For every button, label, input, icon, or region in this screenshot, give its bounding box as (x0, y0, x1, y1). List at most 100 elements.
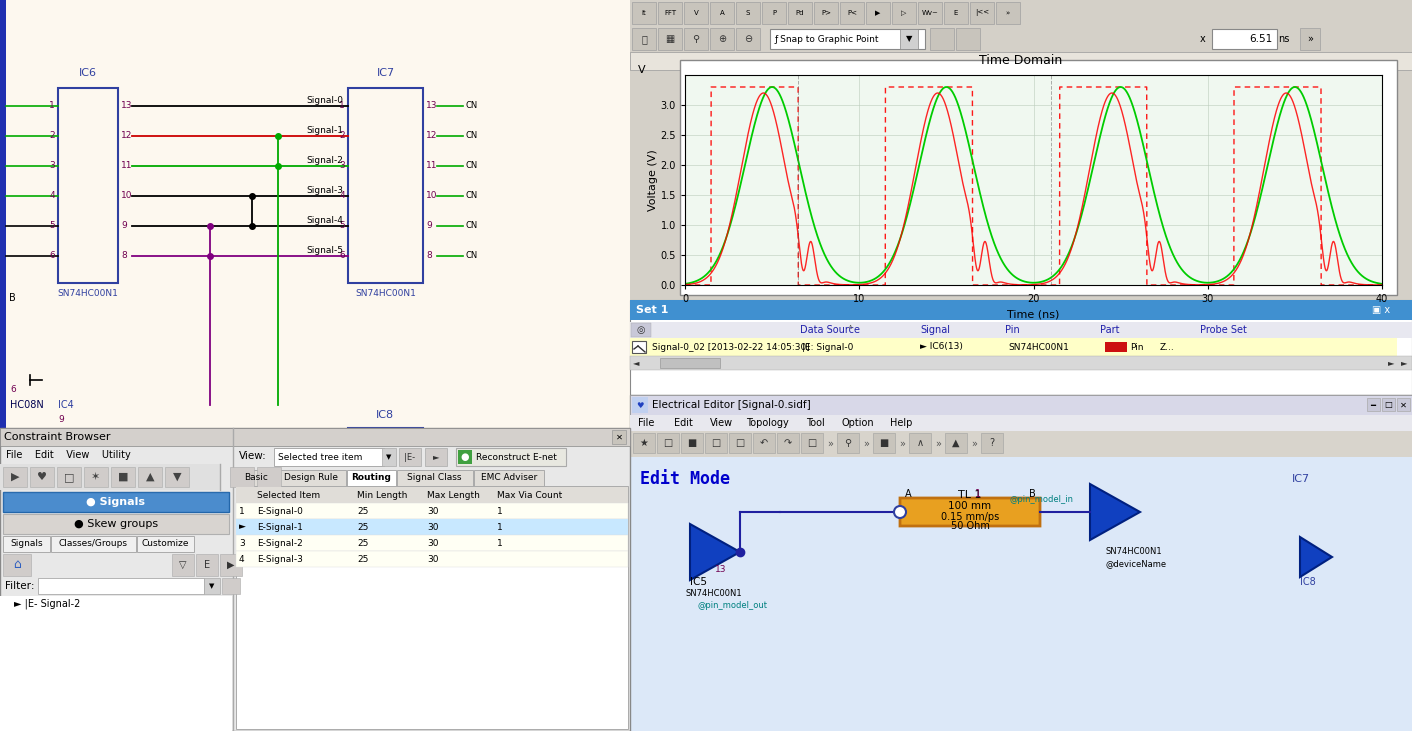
Text: Signal-5: Signal-5 (306, 246, 343, 255)
Text: Reconstruct E-net: Reconstruct E-net (476, 452, 556, 461)
Text: CN: CN (465, 132, 477, 140)
Text: 10: 10 (121, 192, 133, 200)
Bar (3, 511, 229, 512)
Text: 10: 10 (426, 192, 438, 200)
Text: □: □ (64, 472, 75, 482)
Text: A: A (720, 10, 724, 16)
Text: 1: 1 (239, 507, 244, 515)
Text: ■: ■ (688, 438, 696, 448)
Text: IC7: IC7 (1292, 474, 1310, 484)
Text: »: » (899, 439, 905, 449)
Text: ✶: ✶ (92, 472, 100, 482)
Text: @deviceName: @deviceName (1106, 559, 1166, 569)
Bar (840, 2, 864, 24)
Text: Constraint Browser: Constraint Browser (4, 432, 110, 442)
Bar (0, 596, 232, 731)
Bar (3, 554, 31, 576)
Text: Help: Help (890, 418, 912, 428)
Bar (236, 519, 628, 535)
Bar (138, 467, 162, 487)
Bar (681, 433, 703, 453)
Bar (1106, 342, 1127, 352)
Text: Signal Class: Signal Class (407, 474, 462, 482)
Bar (457, 450, 472, 464)
Bar (753, 433, 775, 453)
Text: 9: 9 (58, 415, 64, 425)
Text: CN: CN (465, 102, 477, 110)
Text: ♥: ♥ (37, 472, 47, 482)
Text: Routing: Routing (352, 474, 391, 482)
Bar (630, 356, 1412, 370)
Bar (236, 503, 628, 519)
Text: ✕: ✕ (616, 433, 623, 442)
Text: ∧: ∧ (847, 324, 853, 330)
Bar (397, 470, 473, 486)
Text: it: it (641, 10, 647, 16)
Bar (1396, 398, 1411, 411)
Text: Part: Part (1100, 325, 1120, 335)
Text: ↷: ↷ (784, 438, 792, 448)
Bar (172, 554, 193, 576)
Text: SN74HC00N1: SN74HC00N1 (1008, 343, 1069, 352)
Text: »: » (827, 439, 833, 449)
Bar (38, 578, 203, 594)
Bar (630, 300, 1412, 320)
Bar (347, 88, 424, 283)
Bar (236, 487, 628, 503)
Text: 5: 5 (339, 221, 345, 230)
Text: 6: 6 (49, 251, 55, 260)
Text: ▣ x: ▣ x (1372, 305, 1391, 315)
Text: IC8: IC8 (376, 410, 394, 420)
Text: 4: 4 (339, 192, 345, 200)
Text: 50 Ohm: 50 Ohm (950, 521, 990, 531)
Text: »: » (1005, 10, 1010, 16)
Bar (3, 492, 229, 493)
Bar (970, 2, 994, 24)
Bar (383, 448, 395, 466)
Bar (83, 467, 107, 487)
Text: Signal-2: Signal-2 (306, 156, 343, 165)
Text: IC7: IC7 (377, 68, 394, 78)
Text: 30: 30 (426, 555, 439, 564)
Y-axis label: Voltage (V): Voltage (V) (648, 149, 658, 211)
Text: □: □ (712, 438, 720, 448)
Text: Design Rule: Design Rule (284, 474, 337, 482)
Bar (0, 428, 630, 446)
Bar (630, 0, 1412, 26)
Text: ∧: ∧ (916, 438, 923, 448)
Text: □: □ (736, 438, 744, 448)
Bar (236, 519, 628, 535)
Bar (3, 510, 229, 511)
Bar (3, 514, 229, 534)
Text: 100 mm: 100 mm (949, 501, 991, 511)
Bar (400, 448, 421, 466)
Text: 25: 25 (357, 539, 369, 548)
Bar (633, 2, 657, 24)
Text: File    Edit    View    Utility: File Edit View Utility (6, 450, 131, 460)
Text: SN74HC00N1: SN74HC00N1 (1106, 548, 1162, 556)
Text: ► IC6(13): ► IC6(13) (921, 343, 963, 352)
Bar (473, 470, 544, 486)
Text: 8: 8 (426, 251, 432, 260)
Text: B: B (1028, 489, 1035, 499)
Text: 3: 3 (239, 539, 244, 548)
Text: File: File (638, 418, 654, 428)
Bar (30, 467, 54, 487)
Text: E-Signal-1: E-Signal-1 (257, 523, 304, 531)
Bar (633, 433, 655, 453)
Text: ƒ Snap to Graphic Point: ƒ Snap to Graphic Point (775, 34, 880, 44)
Text: Tool: Tool (806, 418, 825, 428)
Text: Probe Set: Probe Set (1200, 325, 1247, 335)
Bar (630, 415, 1412, 431)
Text: Topology: Topology (746, 418, 789, 428)
Text: Max Length: Max Length (426, 491, 480, 499)
Bar (275, 470, 346, 486)
Text: 8: 8 (121, 251, 127, 260)
Bar (710, 28, 734, 50)
Text: 30: 30 (426, 539, 439, 548)
Text: Signals: Signals (10, 539, 42, 548)
Text: ◄: ◄ (633, 358, 640, 368)
Text: ► |E- Signal-2: ► |E- Signal-2 (14, 599, 80, 609)
Text: HC08N: HC08N (10, 400, 44, 410)
Bar (1367, 398, 1380, 411)
